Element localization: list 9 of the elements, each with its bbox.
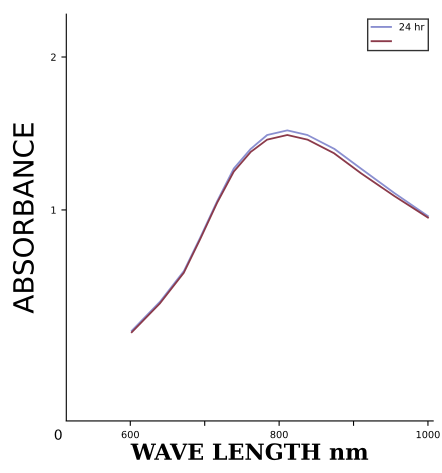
x-tick-label: 800 [270,430,288,438]
text: 0 [54,429,62,440]
y-tick-label: 2 [51,53,56,61]
y-axis-title: ABSORBANCE [12,123,34,314]
x-tick-label: 600 [122,430,139,438]
legend-label: 24 hr [400,22,424,30]
x-axis-title: WAVE LENGTH nm [130,443,368,460]
x-tick-label: 1000 [416,430,440,438]
y-tick-label: 1 [51,206,56,214]
